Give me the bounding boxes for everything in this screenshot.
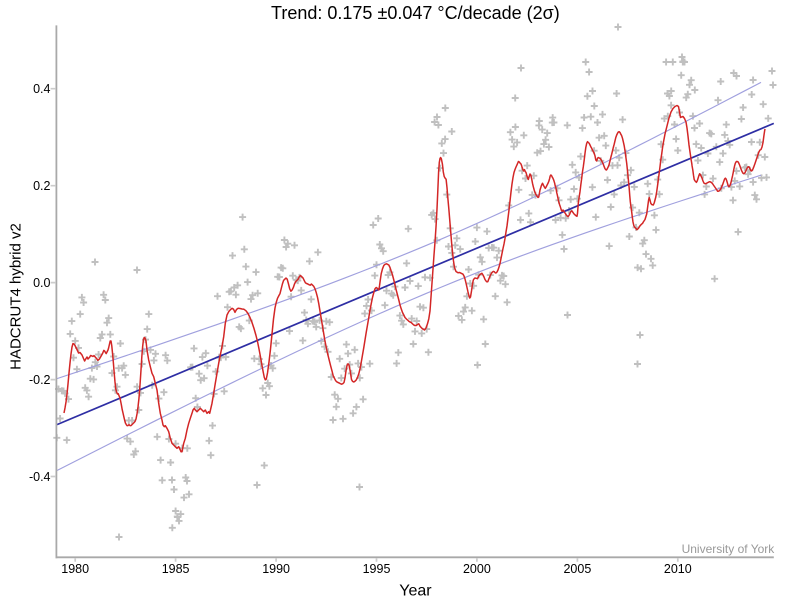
svg-text:2010: 2010 bbox=[664, 562, 692, 576]
svg-text:0.4: 0.4 bbox=[33, 82, 50, 96]
svg-text:2000: 2000 bbox=[463, 562, 491, 576]
svg-text:University of York: University of York bbox=[682, 542, 776, 556]
svg-text:0.0: 0.0 bbox=[33, 276, 50, 290]
svg-text:-0.2: -0.2 bbox=[29, 373, 51, 387]
svg-text:HADCRUT4 hybrid v2: HADCRUT4 hybrid v2 bbox=[8, 223, 25, 370]
svg-text:Year: Year bbox=[399, 583, 432, 600]
svg-text:-0.4: -0.4 bbox=[29, 470, 51, 484]
svg-text:1995: 1995 bbox=[363, 562, 391, 576]
svg-text:1990: 1990 bbox=[262, 562, 290, 576]
svg-text:Trend: 0.175 ±0.047 °C/decade: Trend: 0.175 ±0.047 °C/decade (2σ) bbox=[271, 3, 560, 23]
svg-text:0.2: 0.2 bbox=[33, 179, 50, 193]
svg-text:1985: 1985 bbox=[162, 562, 190, 576]
svg-text:2005: 2005 bbox=[563, 562, 591, 576]
svg-text:1980: 1980 bbox=[61, 562, 89, 576]
